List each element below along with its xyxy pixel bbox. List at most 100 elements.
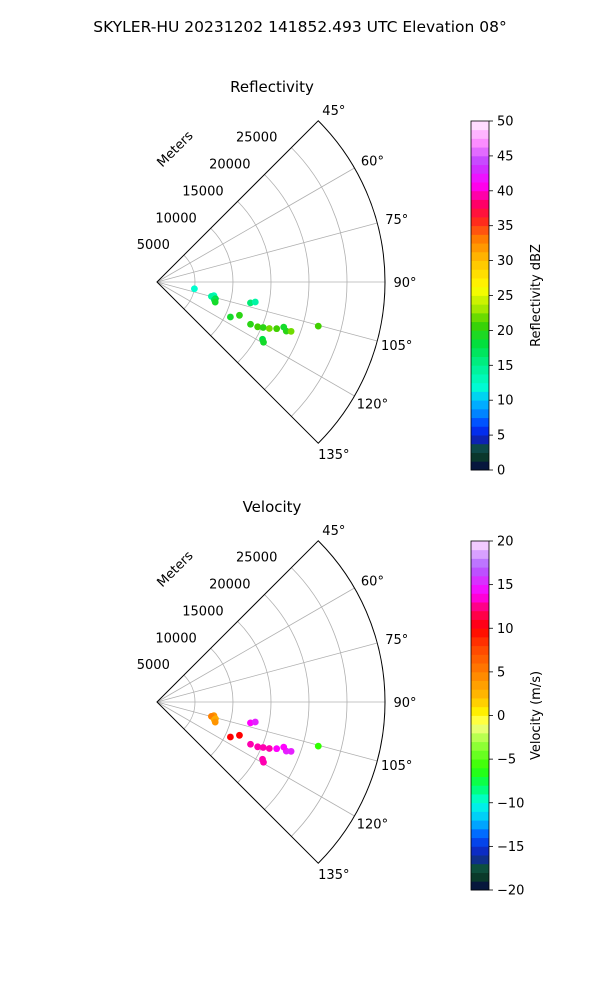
reflectivity-colorbar-band [471,129,489,139]
reflectivity-panel-title: Reflectivity [230,78,314,96]
reflectivity-colorbar-band [471,173,489,183]
velocity-data-point-9 [247,740,254,748]
reflectivity-colorbar-band [471,251,489,262]
reflectivity-theta-tick-label: 120° [357,398,388,413]
velocity-colorbar-tick-label: 10 [497,622,514,637]
velocity-colorbar-band [471,855,489,865]
reflectivity-data-point-12 [259,324,267,331]
reflectivity-colorbar-tick-label: 0 [497,464,505,479]
reflectivity-colorbar-tick-label: 20 [497,324,514,339]
velocity-colorbar-band [471,846,489,856]
velocity-data-point-11 [259,744,267,751]
velocity-theta-tick-label: 75° [385,633,408,648]
reflectivity-theta-tick-label: 75° [385,213,408,228]
velocity-colorbar-band [471,645,489,655]
velocity-data-point-15 [287,747,295,755]
reflectivity-colorbar-band [471,147,489,157]
velocity-colorbar-band [471,549,489,559]
reflectivity-colorbar-band [471,356,489,366]
velocity-colorbar-band [471,724,489,734]
velocity-colorbar-tick-label: −20 [497,884,524,899]
velocity-colorbar-tick-label: 5 [497,665,505,680]
reflectivity-data-point-0 [191,285,198,293]
reflectivity-colorbar-band [471,138,489,148]
velocity-range-tick-label: 20000 [209,578,250,593]
reflectivity-azimuth-line-5 [156,281,355,397]
velocity-colorbar-tick-label: 20 [497,535,514,550]
velocity-range-tick-label: 10000 [155,631,196,646]
velocity-colorbar-band [471,567,489,577]
velocity-colorbar-band [471,820,489,830]
reflectivity-colorbar-band [471,155,489,166]
reflectivity-data-point-17 [280,323,288,331]
velocity-range-tick-label: 25000 [236,551,277,566]
reflectivity-colorbar-band [471,400,489,410]
reflectivity-colorbar-label: Reflectivity dBZ [529,244,544,347]
velocity-theta-tick-label: 135° [318,868,349,883]
velocity-theta-tick-label: 90° [393,696,416,711]
reflectivity-colorbar-band [471,216,489,227]
velocity-colorbar-band [471,541,489,551]
velocity-theta-tick-label: 60° [361,575,384,590]
velocity-colorbar-label: Velocity (m/s) [529,671,544,760]
reflectivity-data-point-16 [287,327,295,335]
velocity-colorbar-band [471,767,489,777]
velocity-colorbar-band [471,802,489,812]
velocity-theta-tick-label: 120° [357,818,388,833]
velocity-colorbar-band [471,732,489,743]
velocity-colorbar-band [471,610,489,620]
reflectivity-colorbar-tick-label: 45 [497,149,514,164]
reflectivity-colorbar-band [471,417,489,427]
reflectivity-colorbar-band [471,339,489,349]
velocity-data-point-13 [273,745,281,753]
reflectivity-colorbar-band [471,269,489,279]
velocity-colorbar-band [471,584,489,594]
velocity-azimuth-line-5 [156,701,355,817]
reflectivity-colorbar-band [471,182,489,192]
velocity-colorbar-band [471,715,489,725]
reflectivity-data-point-19 [260,338,267,346]
velocity-data-point-19 [314,742,322,750]
velocity-colorbar-band [471,575,489,586]
reflectivity-colorbar-band [471,452,489,462]
reflectivity-data-point-10 [247,320,254,328]
reflectivity-colorbar-band [471,321,489,331]
reflectivity-colorbar-band [471,225,489,235]
reflectivity-theta-tick-label: 135° [318,448,349,463]
velocity-colorbar-band [471,811,489,821]
velocity-data-point-8 [251,718,259,726]
velocity-colorbar-band [471,619,489,629]
velocity-data-point-6 [236,731,243,739]
velocity-sector-outline [156,540,386,864]
velocity-colorbar-band [471,794,489,804]
reflectivity-colorbar-tick-label: 40 [497,184,514,199]
velocity-colorbar-band [471,654,489,664]
velocity-panel: 45° 60° 75° 90° 105° 120° 135° 5000 10000 15000 20… [137,498,544,899]
velocity-colorbar-band [471,872,489,882]
reflectivity-data-point-9 [251,298,259,306]
reflectivity-theta-tick-label: 45° [322,104,345,119]
reflectivity-colorbar-band [471,426,489,436]
velocity-colorbar-tick-label: 0 [497,709,505,724]
reflectivity-colorbar-band [471,435,489,445]
reflectivity-range-tick-label: 5000 [137,238,170,253]
reflectivity-colorbar-tick-label: 30 [497,254,514,269]
velocity-data-point-12 [265,745,273,752]
velocity-colorbar-band [471,759,489,769]
velocity-data-point-4 [211,718,219,726]
velocity-colorbar-band [471,706,489,716]
reflectivity-colorbar-band [471,121,489,131]
reflectivity-data-point-6 [227,313,234,321]
velocity-azimuth-line-4 [156,701,378,762]
reflectivity-theta-tick-label: 105° [381,339,412,354]
velocity-colorbar-band [471,671,489,682]
velocity-colorbar-band [471,636,489,647]
velocity-colorbar-tick-label: −15 [497,840,524,855]
reflectivity-azimuth-line-2 [156,222,378,283]
reflectivity-sector-outline [156,120,386,444]
reflectivity-colorbar-band [471,312,489,323]
velocity-data-point-10 [254,743,262,751]
reflectivity-colorbar-tick-label: 35 [497,219,514,234]
velocity-theta-tick-label: 105° [381,759,412,774]
